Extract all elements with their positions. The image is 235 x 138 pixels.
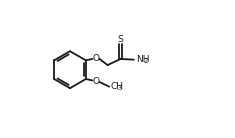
Text: O: O (93, 77, 99, 86)
Text: S: S (118, 35, 124, 44)
Text: CH: CH (111, 82, 124, 91)
Text: O: O (93, 54, 99, 63)
Text: 2: 2 (144, 58, 148, 64)
Text: 3: 3 (118, 85, 122, 91)
Text: NH: NH (137, 55, 150, 64)
